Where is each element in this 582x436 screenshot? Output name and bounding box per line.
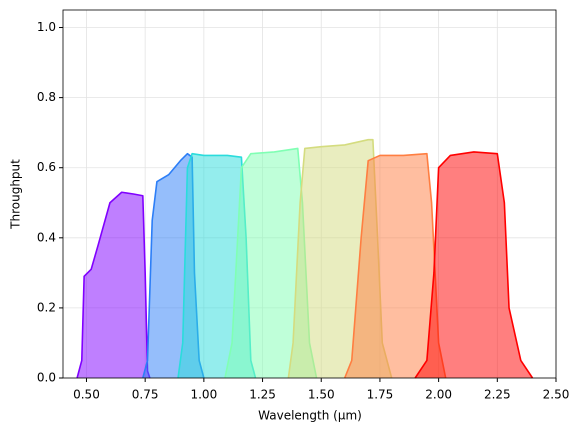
x-tick-label: 1.25 bbox=[249, 388, 276, 402]
area-fill bbox=[415, 151, 533, 378]
y-axis-label: Throughput bbox=[9, 159, 23, 230]
area-line bbox=[414, 151, 534, 379]
y-tick-label: 1.0 bbox=[37, 20, 56, 34]
x-tick-label: 0.75 bbox=[132, 388, 159, 402]
y-tick-label: 0.0 bbox=[37, 371, 56, 385]
x-axis-label: Wavelength (μm) bbox=[258, 409, 362, 423]
area-fill bbox=[344, 153, 446, 378]
plot-frame bbox=[62, 9, 557, 379]
y-tick-label: 0.4 bbox=[37, 230, 56, 244]
x-tick-label: 2.25 bbox=[484, 388, 511, 402]
area-line bbox=[76, 191, 151, 379]
x-tick-label: 2.50 bbox=[543, 388, 570, 402]
x-tick-label: 2.00 bbox=[425, 388, 452, 402]
y-tick-label: 0.6 bbox=[37, 160, 56, 174]
x-tick-label: 1.75 bbox=[367, 388, 394, 402]
x-tick-label: 0.50 bbox=[73, 388, 100, 402]
y-tick-label: 0.8 bbox=[37, 90, 56, 104]
area-fill bbox=[77, 192, 150, 378]
x-tick-label: 1.00 bbox=[190, 388, 217, 402]
x-tick-label: 1.50 bbox=[308, 388, 335, 402]
y-tick-label: 0.2 bbox=[37, 300, 56, 314]
